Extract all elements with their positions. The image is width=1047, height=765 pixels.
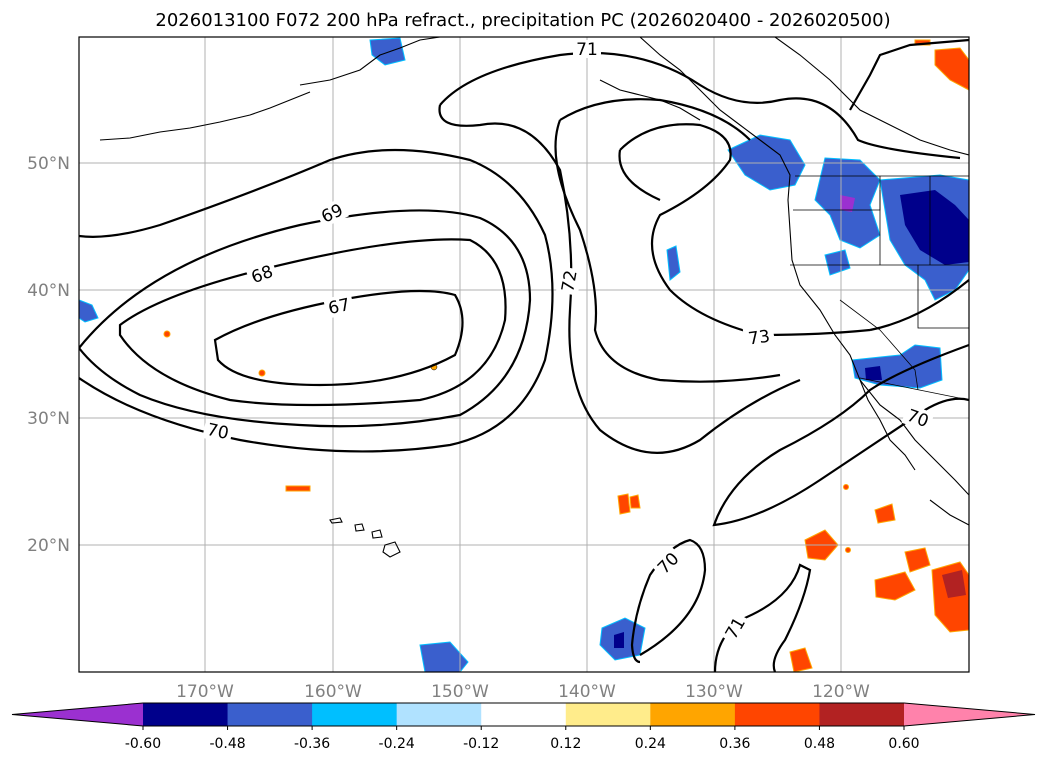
map-title: 2026013100 F072 200 hPa refract., precip… [155,10,890,31]
precip-negative-shading [79,37,969,672]
lon-label-130w: 130°W [685,682,743,702]
contour-labels: 71 69 68 67 72 73 70 70 70 71 [202,40,935,646]
colorbar-segment [565,703,651,726]
contour-label-70-west: 70 [205,420,230,444]
contour-label-71-north: 71 [576,40,598,60]
lon-label-160w: 160°W [304,682,362,702]
lon-label-120w: 120°W [812,682,870,702]
colorbar-tick-label: 0.48 [804,736,835,752]
colorbar-segment [734,703,820,726]
colorbar-tick-label: 0.60 [888,736,919,752]
colorbar: -0.60 -0.48 -0.36 -0.24 -0.12 0.12 0.24 0.36 0.4… [11,702,1036,752]
colorbar-tick-label: -0.60 [125,736,161,752]
political-borders [790,175,969,401]
contour-label-67: 67 [327,295,352,319]
graticule [79,37,969,672]
colorbar-tick-label: 0.36 [719,736,750,752]
contour-label-72: 72 [558,269,581,294]
colorbar-tick-label: -0.36 [294,736,330,752]
lon-label-140w: 140°W [558,682,616,702]
colorbar-tick-label: 0.24 [635,736,666,752]
contour-label-73: 73 [747,327,771,350]
colorbar-segment [227,703,313,726]
longitude-labels: 170°W 160°W 150°W 140°W 130°W 120°W [176,682,870,702]
lon-label-150w: 150°W [431,682,489,702]
colorbar-tick-label: -0.24 [379,736,415,752]
map-area [79,37,969,672]
colorbar-segment [481,703,567,726]
lat-label-50n: 50°N [27,154,70,174]
coastlines [99,37,969,558]
colorbar-segment [312,703,398,726]
lon-label-170w: 170°W [176,682,234,702]
colorbar-extend-high [904,703,1035,726]
lat-label-40n: 40°N [27,281,70,301]
colorbar-tick-label: -0.48 [209,736,245,752]
map-frame [78,36,970,673]
colorbar-segment [650,703,736,726]
colorbar-tick-label: 0.12 [550,736,581,752]
lat-label-20n: 20°N [27,536,70,556]
lat-label-30n: 30°N [27,409,70,429]
colorbar-segment [143,703,229,726]
colorbar-tick-label: -0.12 [463,736,499,752]
colorbar-segment [819,703,905,726]
latitude-labels: 50°N 40°N 30°N 20°N [27,154,70,556]
colorbar-extend-low [12,703,143,726]
colorbar-segment [396,703,482,726]
